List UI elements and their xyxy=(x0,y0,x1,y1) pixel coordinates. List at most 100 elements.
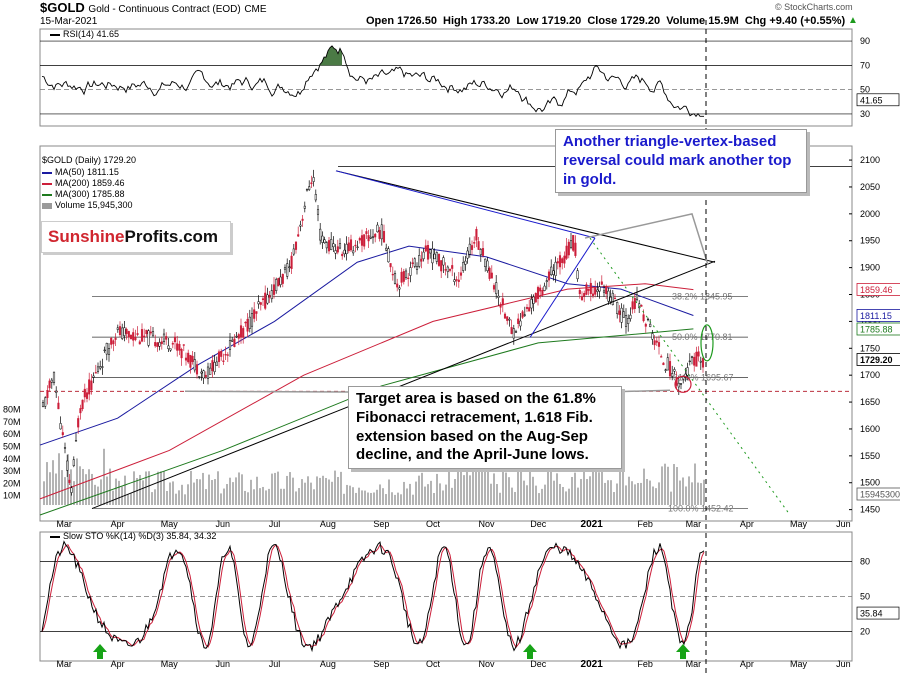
rsi-panel-frame xyxy=(39,28,853,127)
volume-bar xyxy=(556,473,558,505)
candle-body xyxy=(398,287,401,290)
candle-body xyxy=(690,356,694,358)
month-label-bottom: Mar xyxy=(686,659,702,669)
legend-gold-text: $GOLD (Daily) 1729.20 xyxy=(42,155,137,165)
volume-bar xyxy=(103,448,105,505)
candle-body xyxy=(605,286,608,295)
candle-body xyxy=(424,245,427,252)
candle-body xyxy=(602,290,606,293)
volume-bar xyxy=(85,474,87,505)
candle-body xyxy=(79,408,82,414)
volume-bar xyxy=(682,477,684,505)
chart-title: $GOLD Gold - Continuous Contract (EOD) C… xyxy=(40,0,267,15)
candle-body xyxy=(233,338,236,347)
candle-body xyxy=(631,301,634,310)
candle-body xyxy=(668,361,672,377)
candle-body xyxy=(499,304,502,308)
volume-bar xyxy=(643,468,645,505)
candle-body xyxy=(532,296,535,304)
volume-bar xyxy=(511,487,513,505)
candle-body xyxy=(217,351,221,362)
candle-body xyxy=(693,356,696,366)
candle-body xyxy=(334,250,337,254)
volume-bar xyxy=(250,479,252,505)
candle-body xyxy=(303,205,306,209)
month-label-bottom: Apr xyxy=(111,659,125,669)
volume-bar xyxy=(481,471,483,505)
target-circle xyxy=(674,375,692,393)
month-label-bottom: Apr xyxy=(740,659,754,669)
candle-body xyxy=(226,354,229,356)
volume-bar xyxy=(334,470,336,505)
candle-body xyxy=(479,249,482,255)
candle-body xyxy=(134,336,137,341)
volume-bar xyxy=(400,494,402,505)
chg-up-arrow: ▲ xyxy=(848,15,858,26)
candle-body xyxy=(477,241,480,250)
volume-bar xyxy=(298,488,300,505)
month-label-bottom: Jun xyxy=(215,659,230,669)
candle-body xyxy=(99,366,102,369)
volume-bar xyxy=(214,479,216,505)
volume-bar xyxy=(667,466,669,505)
volume-bar xyxy=(268,488,270,505)
candle-body xyxy=(618,310,621,315)
candle-body xyxy=(61,432,64,436)
month-label-bottom: Feb xyxy=(637,659,653,669)
brand-watermark: SunshineProfits.com xyxy=(41,221,231,253)
brand-profits: Profits.com xyxy=(124,227,219,246)
candle-body xyxy=(173,336,177,343)
candle-body xyxy=(110,337,113,345)
volume-bar xyxy=(445,484,447,505)
candle-body xyxy=(545,280,548,283)
candle-body xyxy=(624,315,628,327)
candle-body xyxy=(415,266,419,270)
volume-bar xyxy=(265,490,267,505)
candle-body xyxy=(138,341,141,345)
candle-body xyxy=(358,238,361,241)
candle-body xyxy=(96,366,100,372)
candle-body xyxy=(206,366,210,379)
volume-bar xyxy=(583,470,585,505)
candle-body xyxy=(411,262,414,264)
rsi-value-tag xyxy=(856,93,900,107)
volume-bar xyxy=(94,484,96,505)
volume-bar xyxy=(148,471,150,505)
volume-bar xyxy=(544,484,546,505)
volume-bar xyxy=(502,468,504,505)
volume-bar xyxy=(208,474,210,505)
volume-bar xyxy=(244,490,246,505)
volume-bar xyxy=(496,484,498,505)
volume-bar xyxy=(316,476,318,505)
volume-bar xyxy=(475,469,477,505)
legend-ma200: MA(200) 1859.46 xyxy=(42,178,125,188)
candle-body xyxy=(409,267,412,276)
candle-body xyxy=(270,290,273,300)
candle-body xyxy=(488,267,491,279)
symbol: $GOLD xyxy=(40,0,85,15)
candle-body xyxy=(651,333,654,340)
candle-body xyxy=(490,272,493,279)
ma300-line xyxy=(39,328,694,516)
candle-body xyxy=(550,266,553,276)
volume-bar xyxy=(394,494,396,505)
candle-body xyxy=(182,344,185,346)
candle-body xyxy=(178,343,181,351)
volume-tick: 50M xyxy=(3,442,21,452)
candle-body xyxy=(649,323,652,327)
candle-body xyxy=(558,255,562,268)
price-tick: 1700 xyxy=(860,370,880,380)
candle-body xyxy=(81,399,84,410)
candle-body xyxy=(68,479,71,483)
volume-bar xyxy=(694,463,696,505)
candle-body xyxy=(129,334,133,340)
month-label-bottom: 2021 xyxy=(581,659,604,670)
volume-bar xyxy=(433,493,435,505)
candle-body xyxy=(666,357,669,371)
volume-bar xyxy=(634,484,636,505)
rsi-overbought-fill xyxy=(310,45,342,66)
rsi-line xyxy=(41,45,704,118)
rsi-label: RSI(14) 41.65 xyxy=(50,29,119,39)
price-tag-text: 1859.46 xyxy=(860,285,893,295)
candle-body xyxy=(345,243,348,255)
